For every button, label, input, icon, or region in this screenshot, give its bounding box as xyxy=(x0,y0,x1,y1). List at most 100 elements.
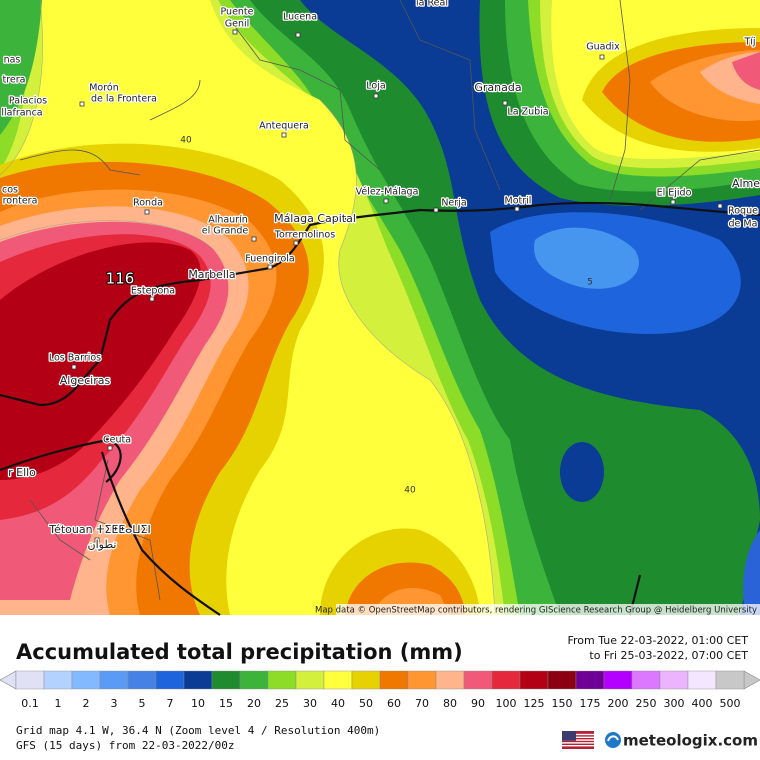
admin-border xyxy=(19,0,760,601)
legend-swatch xyxy=(351,670,381,690)
place-label: Roque xyxy=(728,206,758,217)
place-label: Tíj xyxy=(743,37,755,48)
place-label: Alhaurín xyxy=(208,215,248,226)
isoline xyxy=(0,0,496,616)
place-label: Algeciras xyxy=(60,374,111,387)
legend-swatch xyxy=(687,670,717,690)
legend-swatch xyxy=(631,670,661,690)
place-markers xyxy=(71,29,723,543)
legend-label: 175 xyxy=(580,697,601,710)
legend-swatch xyxy=(603,670,633,690)
legend-swatch xyxy=(575,670,605,690)
place-label: Nerja xyxy=(441,198,466,209)
legend-label: 250 xyxy=(636,697,657,710)
band-10 xyxy=(560,442,604,502)
place-label: تطوان xyxy=(88,538,117,551)
place-label: Marbella xyxy=(188,268,235,281)
legend-swatch xyxy=(71,670,101,690)
legend-label: 70 xyxy=(415,697,429,710)
legend-label: 300 xyxy=(664,697,685,710)
legend-label: 10 xyxy=(191,697,205,710)
place-label: nas xyxy=(4,55,21,66)
place-label: El Ejido xyxy=(657,188,692,199)
legend-label: 90 xyxy=(471,697,485,710)
legend-label: 3 xyxy=(111,697,118,710)
legend-label: 80 xyxy=(443,697,457,710)
legend-swatch xyxy=(659,670,689,690)
flag xyxy=(562,731,594,749)
band-7 xyxy=(743,530,760,615)
legend-swatch xyxy=(435,670,465,690)
legend-swatch xyxy=(379,670,409,690)
legend-label: 60 xyxy=(387,697,401,710)
logo-icon xyxy=(605,732,621,748)
contour-label: 5 xyxy=(587,278,593,288)
legend-label: 40 xyxy=(331,697,345,710)
coastline xyxy=(0,438,221,616)
model-info: GFS (15 days) from 22-03-2022/00z xyxy=(16,739,235,752)
place-label: Genil xyxy=(225,19,250,30)
place-label: Ronda xyxy=(133,198,163,209)
legend-swatch xyxy=(715,670,745,690)
place-label: Tétouan ⵜⵉⵟⵟⴰⵡⵉⵏ xyxy=(48,523,151,536)
brand[interactable]: meteologix.com xyxy=(623,732,758,750)
legend-swatch xyxy=(211,670,241,690)
place-label: Loja xyxy=(366,81,385,92)
place-label: Fuengirola xyxy=(245,254,294,265)
legend-swatch xyxy=(547,670,577,690)
place-label: rontera xyxy=(3,196,38,207)
place-label: Antequera xyxy=(259,121,309,132)
place-label: cos xyxy=(2,185,18,196)
legend-label: 100 xyxy=(496,697,517,710)
contour-label: 40 xyxy=(180,136,192,146)
place-label: Palacios xyxy=(9,96,47,107)
legend-label: 200 xyxy=(608,697,629,710)
band-90 xyxy=(732,52,760,90)
legend-swatch xyxy=(239,670,269,690)
place-label: Granada xyxy=(474,81,521,94)
legend-swatch xyxy=(183,670,213,690)
place-label: Ceuta xyxy=(103,435,131,446)
attribution: Map data © OpenStreetMap contributors, r… xyxy=(315,606,757,616)
place-label: el Grande xyxy=(202,226,249,237)
legend-label: 15 xyxy=(219,697,233,710)
legend-swatch xyxy=(407,670,437,690)
place-label: Vélez-Málaga xyxy=(356,187,419,198)
legend-swatch xyxy=(519,670,549,690)
place-label: La Zubia xyxy=(507,107,548,118)
legend-label: 7 xyxy=(167,697,174,710)
legend-swatch xyxy=(323,670,353,690)
legend-swatch xyxy=(127,670,157,690)
legend-label: 500 xyxy=(720,697,741,710)
max-label: 116 xyxy=(106,270,135,288)
coastline xyxy=(0,201,760,407)
legend-label: 150 xyxy=(552,697,573,710)
place-label: de la Frontera xyxy=(91,94,157,105)
legend-label: 50 xyxy=(359,697,373,710)
precipitation-map: Puente Genil Lucena la Real Guadix Grana… xyxy=(0,0,760,616)
legend-arrow-left xyxy=(0,670,17,690)
logo-icon xyxy=(607,735,619,742)
legend-swatch xyxy=(267,670,297,690)
legend-label: 20 xyxy=(247,697,261,710)
period-from: From Tue 22-03-2022, 01:00 CET xyxy=(567,634,748,647)
place-label: la Real xyxy=(416,0,448,9)
place-label: Málaga Capital xyxy=(274,212,356,225)
legend-label: 0.1 xyxy=(21,697,39,710)
grid-info: Grid map 4.1 W, 36.4 N (Zoom level 4 / R… xyxy=(16,724,380,737)
legend-swatch xyxy=(491,670,521,690)
band-20 xyxy=(0,0,42,135)
place-label: Morón xyxy=(89,83,119,94)
place-label: Los Barrios xyxy=(49,353,101,364)
period-to: to Fri 25-03-2022, 07:00 CET xyxy=(589,649,748,662)
place-label: Motril xyxy=(505,196,532,207)
legend-swatch xyxy=(15,670,45,690)
legend-swatch xyxy=(99,670,129,690)
place-label: Lucena xyxy=(283,12,317,23)
legend-label: 2 xyxy=(83,697,90,710)
title: Accumulated total precipitation (mm) xyxy=(16,640,463,664)
legend-swatch xyxy=(155,670,185,690)
place-label: r Ello xyxy=(8,466,36,479)
place-label: de Ma xyxy=(729,219,758,230)
